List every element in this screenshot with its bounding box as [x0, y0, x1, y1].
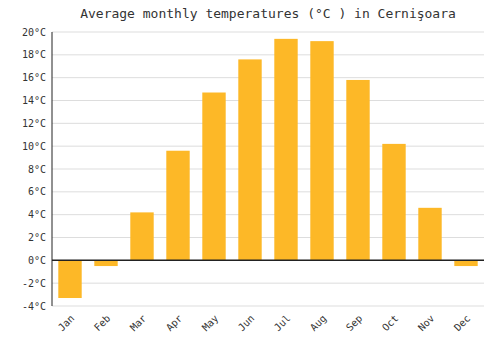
bar: [94, 260, 117, 266]
grid-line: [52, 306, 484, 307]
x-tick-label: Feb: [92, 313, 113, 334]
bar: [202, 93, 225, 261]
grid-line: [52, 100, 484, 101]
y-tick-label: 8°C: [28, 164, 46, 175]
y-tick-label: 6°C: [28, 186, 46, 197]
bar: [274, 39, 297, 260]
bar: [238, 59, 261, 260]
y-tick-label: 10°C: [22, 141, 46, 152]
grid-line: [52, 260, 484, 261]
bar: [454, 260, 477, 266]
x-tick-label: Dec: [452, 313, 473, 334]
bars: [58, 39, 477, 298]
grid: [52, 32, 484, 306]
bar: [166, 151, 189, 261]
grid-line: [52, 191, 484, 192]
x-tick-label: Mar: [128, 313, 149, 334]
grid-line: [52, 169, 484, 170]
x-tick-label: Sep: [344, 313, 365, 334]
y-tick-label: 2°C: [28, 232, 46, 243]
grid-line: [52, 146, 484, 147]
grid-line: [52, 283, 484, 284]
x-tick-label: Nov: [416, 313, 437, 334]
x-tick-label: Apr: [164, 313, 185, 334]
bar: [310, 41, 333, 260]
x-tick-label: Jul: [272, 313, 293, 334]
chart-container: Average monthly temperatures (°C ) in Ce…: [0, 0, 500, 350]
grid-line: [52, 77, 484, 78]
y-tick-label: 4°C: [28, 209, 46, 220]
y-tick-label: -2°C: [22, 278, 46, 289]
y-tick-label: 18°C: [22, 49, 46, 60]
y-axis-line: [52, 32, 53, 306]
grid-line: [52, 54, 484, 55]
x-tick-label: May: [200, 313, 221, 334]
zero-line: [52, 260, 484, 262]
x-tick-label: Aug: [308, 313, 329, 334]
y-tick-label: 0°C: [28, 255, 46, 266]
grid-line: [52, 32, 484, 33]
grid-line: [52, 123, 484, 124]
y-tick-label: 14°C: [22, 95, 46, 106]
y-tick-label: -4°C: [22, 301, 46, 312]
bar: [382, 144, 405, 260]
y-tick-label: 12°C: [22, 118, 46, 129]
bar: [346, 80, 369, 260]
x-tick-label: Oct: [380, 313, 401, 334]
y-tick-label: 20°C: [22, 27, 46, 38]
x-tick-label: Jan: [56, 313, 77, 334]
title: Average monthly temperatures (°C ) in Ce…: [80, 6, 456, 21]
chart-svg: Average monthly temperatures (°C ) in Ce…: [0, 0, 500, 350]
y-tick-label: 16°C: [22, 72, 46, 83]
bar: [418, 208, 441, 261]
bar: [130, 212, 153, 260]
x-tick-label: Jun: [236, 313, 257, 334]
bar: [58, 260, 81, 298]
